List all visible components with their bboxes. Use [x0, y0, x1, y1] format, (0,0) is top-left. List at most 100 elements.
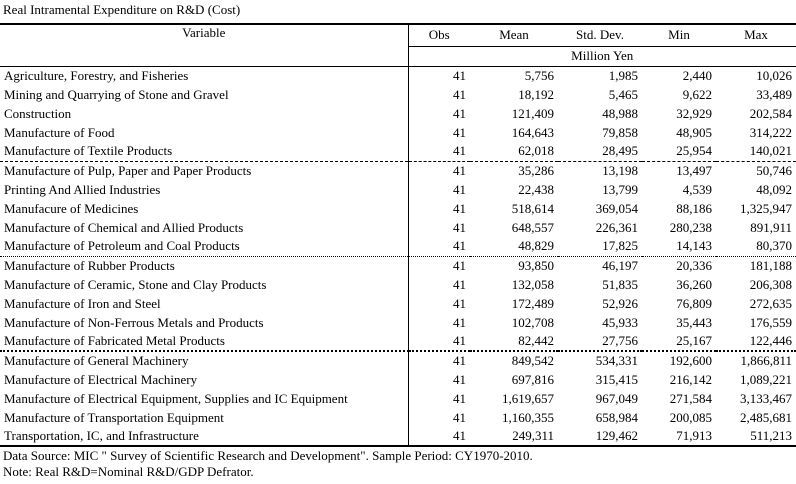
cell-min: 200,085: [669, 409, 712, 425]
cell-max: 2,485,681: [740, 409, 792, 425]
cell-min: 280,238: [669, 219, 712, 235]
unit-header-row: Million Yen: [0, 46, 796, 67]
table-row: Manufacture of Petroleum and Coal Produc…: [0, 237, 796, 257]
cell-obs: 41: [453, 353, 466, 368]
cell-obs: 41: [453, 124, 466, 140]
cell-mean: 48,829: [470, 237, 558, 257]
table-row: Manufacture of Ceramic, Stone and Clay P…: [0, 275, 796, 294]
cell-obs: 41: [453, 86, 466, 102]
cell-std-dev: 79,858: [602, 124, 638, 140]
cell-obs: 41: [453, 428, 466, 443]
cell-variable: Manufacure of Medicines: [0, 199, 409, 218]
cell-std-dev: 48,988: [602, 105, 638, 121]
cell-obs: 41: [408, 237, 470, 257]
table-row: Manufacture of Chemical and Allied Produ…: [0, 218, 796, 237]
cell-min: 14,143: [642, 237, 716, 257]
note-deflator: Note: Real R&D=Nominal R&D/GDP Defrator.: [3, 464, 254, 479]
cell-min: 25,167: [642, 332, 716, 352]
cell-std-dev: 658,984: [595, 409, 638, 425]
cell-min: 35,443: [676, 314, 712, 330]
cell-obs: 41: [408, 142, 470, 162]
cell-max: 206,308: [749, 276, 792, 292]
table-row: Manufacture of General Machinery 41 849,…: [0, 351, 796, 370]
cell-std-dev: 315,415: [595, 371, 638, 387]
cell-mean: 164,643: [511, 124, 554, 140]
cell-variable: Manufacture of Electrical Machinery: [0, 370, 409, 389]
cell-obs: 41: [453, 67, 466, 83]
table-row: Manufacture of Food 41 164,643 79,858 48…: [0, 123, 796, 142]
cell-max: 33,489: [756, 86, 792, 102]
cell-variable: Manufacture of Non-Ferrous Metals and Pr…: [0, 313, 409, 332]
cell-obs: 41: [453, 276, 466, 292]
cell-obs: 41: [453, 200, 466, 216]
cell-variable: Transportation, IC, and Infrastructure: [0, 427, 409, 446]
table-row: Manufacture of Textile Products 41 62,01…: [0, 142, 796, 162]
unit-header: Million Yen: [408, 46, 796, 67]
cell-std-dev: 129,462: [595, 428, 638, 443]
cell-min: 9,622: [682, 86, 712, 102]
cell-obs: 41: [453, 314, 466, 330]
cell-std-dev: 226,361: [595, 219, 638, 235]
cell-max: 202,584: [749, 105, 792, 121]
cell-mean: 849,542: [511, 353, 554, 368]
cell-max: 314,222: [749, 124, 792, 140]
cell-min: 32,929: [676, 105, 712, 121]
cell-mean: 249,311: [512, 428, 554, 443]
header-row: Variable Obs Mean Std. Dev. Min Max: [0, 24, 796, 67]
cell-std-dev: 1,985: [608, 67, 638, 83]
table-row: Transportation, IC, and Infrastructure 4…: [0, 427, 796, 446]
col-header-variable: Variable: [0, 24, 409, 67]
cell-variable: Construction: [0, 104, 409, 123]
cell-max: 122,446: [716, 332, 796, 352]
cell-mean: 62,018: [470, 142, 558, 162]
cell-variable: Manufacture of Rubber Products: [0, 256, 409, 275]
cell-std-dev: 13,799: [602, 181, 638, 197]
cell-mean: 93,850: [518, 257, 554, 273]
cell-mean: 22,438: [518, 181, 554, 197]
table-row: Manufacture of Rubber Products 41 93,850…: [0, 256, 796, 275]
cell-std-dev: 27,756: [558, 332, 642, 352]
cell-mean: 5,756: [524, 67, 554, 83]
table-row: Manufacture of Iron and Steel 41 172,489…: [0, 294, 796, 313]
cell-obs: 41: [453, 181, 466, 197]
cell-std-dev: 52,926: [602, 295, 638, 311]
cell-mean: 518,614: [511, 200, 554, 216]
cell-obs: 41: [453, 295, 466, 311]
cell-obs: 41: [453, 409, 466, 425]
cell-mean: 35,286: [518, 162, 554, 178]
table-notes: Data Source: MIC " Survey of Scientific …: [0, 447, 796, 480]
col-header-mean: Mean: [470, 24, 558, 47]
table-row: Construction 41 121,409 48,988 32,929 20…: [0, 104, 796, 123]
table-row: Manufacture of Electrical Equipment, Sup…: [0, 389, 796, 408]
stats-table: Variable Obs Mean Std. Dev. Min Max Mill…: [0, 23, 796, 447]
cell-variable: Manufacture of Electrical Equipment, Sup…: [0, 389, 409, 408]
col-header-obs: Obs: [408, 24, 470, 47]
cell-max: 891,911: [750, 219, 792, 235]
cell-max: 50,746: [756, 162, 792, 178]
cell-variable: Manufacture of Iron and Steel: [0, 294, 409, 313]
cell-mean: 172,489: [511, 295, 554, 311]
cell-variable: Manufacture of Petroleum and Coal Produc…: [0, 237, 409, 257]
cell-min: 216,142: [669, 371, 712, 387]
cell-min: 48,905: [676, 124, 712, 140]
cell-max: 176,559: [749, 314, 792, 330]
cell-max: 10,026: [756, 67, 792, 83]
cell-min: 36,260: [676, 276, 712, 292]
cell-std-dev: 5,465: [608, 86, 638, 102]
cell-std-dev: 46,197: [602, 257, 638, 273]
cell-mean: 18,192: [518, 86, 554, 102]
table-body: Agriculture, Forestry, and Fisheries 41 …: [0, 66, 796, 446]
col-header-min: Min: [642, 24, 716, 47]
col-header-max: Max: [716, 24, 796, 47]
cell-mean: 121,409: [511, 105, 554, 121]
table-header: Variable Obs Mean Std. Dev. Min Max Mill…: [0, 24, 796, 67]
table-row: Manufacture of Non-Ferrous Metals and Pr…: [0, 313, 796, 332]
cell-min: 76,809: [676, 295, 712, 311]
cell-variable: Manufacture of Food: [0, 123, 409, 142]
cell-min: 4,539: [682, 181, 712, 197]
cell-obs: 41: [453, 371, 466, 387]
cell-std-dev: 534,331: [595, 353, 638, 368]
cell-max: 1,089,221: [740, 371, 792, 387]
cell-std-dev: 13,198: [602, 162, 638, 178]
cell-variable: Manufacture of Ceramic, Stone and Clay P…: [0, 275, 409, 294]
